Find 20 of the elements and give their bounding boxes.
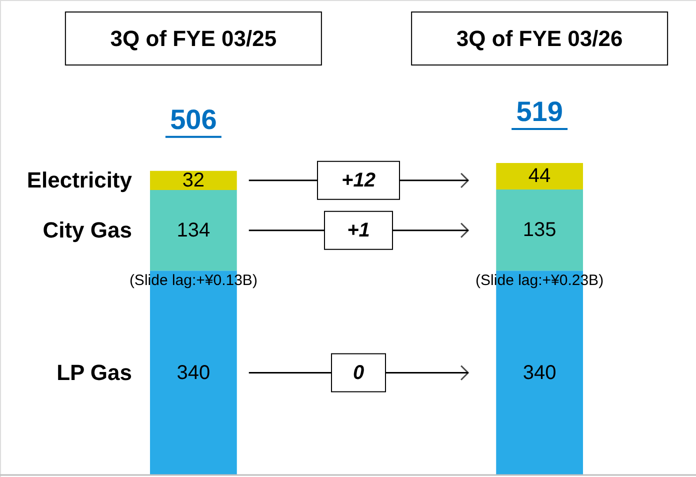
data-label: 44 xyxy=(528,165,551,188)
series-label: LP Gas xyxy=(56,360,132,385)
x-tick-label: 3Q of FYE 03/26 xyxy=(456,26,623,51)
total-label: 506 xyxy=(170,104,217,135)
data-label: 32 xyxy=(182,169,205,192)
annotation: 0 xyxy=(352,362,364,384)
bar xyxy=(150,190,237,271)
data-label: 340 xyxy=(176,362,210,384)
series-label: Electricity xyxy=(26,167,133,192)
bar xyxy=(496,163,583,190)
data-label: 134 xyxy=(176,219,210,242)
total-label: 519 xyxy=(516,96,563,127)
bar xyxy=(496,189,583,271)
data-label: 135 xyxy=(522,219,556,242)
bar xyxy=(150,170,237,190)
annotation: +1 xyxy=(347,219,370,242)
annotation: +12 xyxy=(342,169,376,192)
data-label: 340 xyxy=(522,362,556,384)
x-tick-label: 3Q of FYE 03/25 xyxy=(110,26,277,51)
series-label: City Gas xyxy=(42,217,132,242)
